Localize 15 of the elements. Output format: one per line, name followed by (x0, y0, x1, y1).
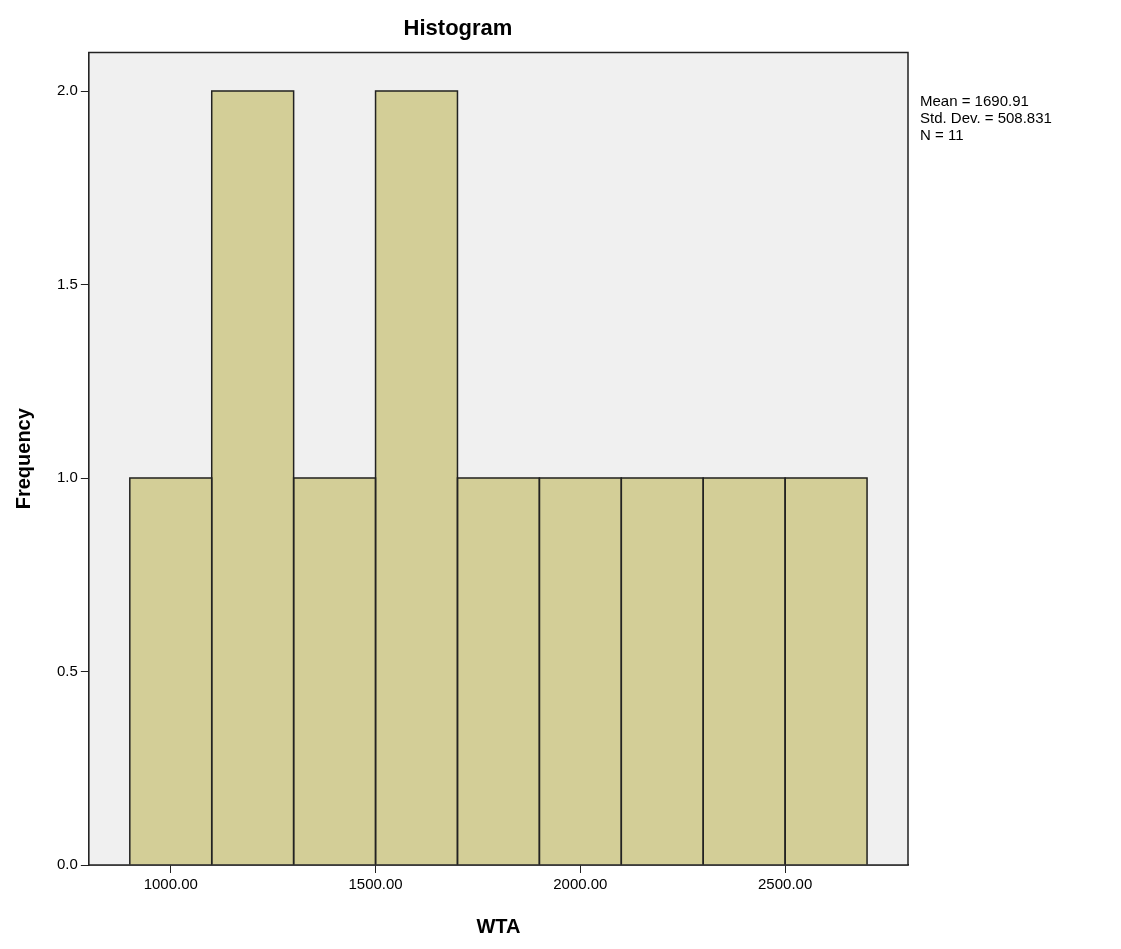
y-axis-title: Frequency (11, 407, 34, 510)
y-tick-label: 0.0 (56, 855, 78, 873)
text: Std. Dev. = 508.831 (920, 109, 1052, 127)
x-tick-label: 2000.00 (553, 875, 608, 893)
y-tick-label: 1.5 (56, 274, 78, 292)
text: N = 11 (920, 126, 964, 144)
text: Mean = 1690.91 (920, 92, 1029, 110)
y-tick-label: 2.0 (56, 81, 78, 99)
x-tick-label: 2500.00 (758, 875, 813, 893)
y-tick-label: 1.0 (56, 468, 78, 486)
x-tick-label: 1000.00 (143, 875, 198, 893)
y-tick-label: 0.5 (56, 661, 78, 679)
x-tick-label: 1500.00 (348, 875, 403, 893)
chart-title: Histogram (403, 15, 513, 41)
x-axis-title: WTA (476, 914, 521, 937)
